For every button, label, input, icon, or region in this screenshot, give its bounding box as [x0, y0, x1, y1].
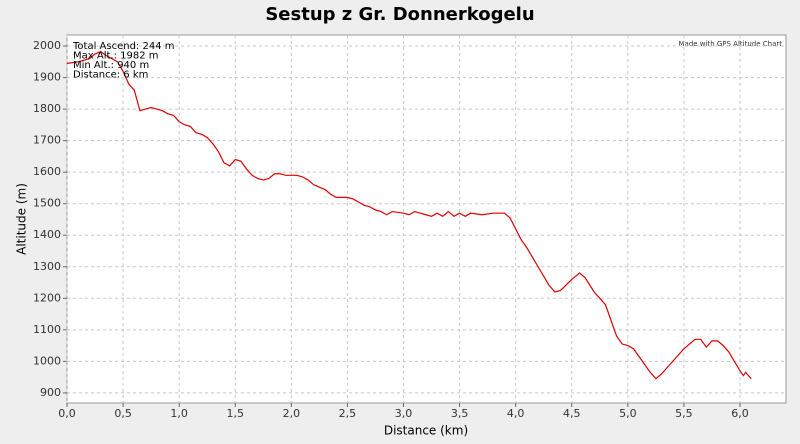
stat-annotation: Min Alt.: 940 m	[73, 60, 149, 71]
x-tick-label: 3,0	[395, 407, 413, 420]
y-axis-label: Altitude (m)	[15, 183, 29, 255]
x-tick-label: 0,5	[114, 407, 132, 420]
altitude-line	[66, 51, 752, 380]
y-tick-label: 2000	[33, 39, 61, 52]
stat-annotation: Total Ascend: 244 m	[72, 41, 174, 52]
x-tick-label: 0,0	[58, 407, 76, 420]
y-tick-label: 900	[40, 386, 61, 399]
x-tick-label: 5,5	[675, 407, 693, 420]
stat-annotation: Distance: 6 km	[73, 70, 148, 81]
stat-annotation: Max Alt.: 1982 m	[73, 51, 159, 62]
y-tick-label: 1500	[33, 197, 61, 210]
credit: Made with GPS Altitude Chart	[678, 40, 782, 48]
y-tick-label: 1800	[33, 102, 61, 115]
x-tick-label: 4,0	[507, 407, 525, 420]
y-tick-label: 1300	[33, 260, 61, 273]
y-tick-label: 1200	[33, 291, 61, 304]
x-tick-label: 5,0	[619, 407, 637, 420]
x-tick-label: 4,5	[563, 407, 581, 420]
y-tick-label: 1000	[33, 354, 61, 367]
y-tick-label: 1700	[33, 134, 61, 147]
x-tick-label: 1,5	[227, 407, 245, 420]
x-tick-label: 6,0	[731, 407, 749, 420]
chart-title: Sestup z Gr. Donnerkogelu	[265, 4, 534, 25]
x-tick-label: 1,0	[170, 407, 188, 420]
y-tick-label: 1400	[33, 228, 61, 241]
x-tick-label: 2,5	[339, 407, 357, 420]
x-tick-label: 3,5	[451, 407, 469, 420]
x-tick-label: 2,0	[283, 407, 301, 420]
y-tick-label: 1900	[33, 71, 61, 84]
y-tick-label: 1600	[33, 165, 61, 178]
x-axis-label: Distance (km)	[384, 424, 468, 438]
y-tick-label: 1100	[33, 323, 61, 336]
plot-area	[66, 34, 787, 404]
